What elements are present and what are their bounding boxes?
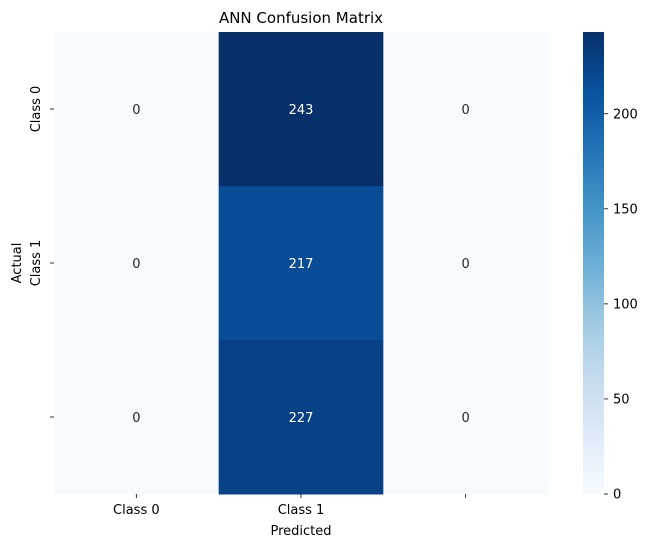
- y-tick-label-1: Class 1: [29, 240, 44, 287]
- x-tick-label-1: Class 1: [278, 503, 325, 518]
- heatmap-cell-labels: 0 243 0 0 217 0 0 227 0: [132, 103, 470, 426]
- colorbar-tick-label-3: 150: [613, 202, 638, 217]
- y-axis-label: Actual: [10, 243, 25, 284]
- heatmap-cell-r0-c2: [383, 32, 549, 187]
- cell-value-r2-c0: 0: [132, 411, 140, 426]
- cell-value-r0-c0: 0: [132, 103, 140, 118]
- colorbar-tick-label-4: 200: [613, 107, 638, 122]
- heatmap-cell-r1-c1: [218, 186, 384, 341]
- colorbar-tick-label-1: 50: [613, 392, 630, 407]
- colorbar-axis: 0 50 100 150 200: [604, 107, 638, 503]
- cell-value-r1-c2: 0: [462, 257, 470, 272]
- heatmap-cell-r1-c2: [383, 186, 549, 341]
- x-axis: Class 0 Class 1: [113, 494, 467, 518]
- heatmap-cell-r2-c0: [54, 340, 220, 495]
- heatmap-cell-r1-c0: [54, 186, 220, 341]
- cell-value-r2-c1: 227: [289, 411, 314, 426]
- cell-value-r0-c1: 243: [289, 103, 314, 118]
- chart-title: ANN Confusion Matrix: [219, 9, 383, 27]
- cell-value-r2-c2: 0: [462, 411, 470, 426]
- heatmap-cell-r0-c0: [54, 32, 220, 187]
- y-axis: Class 0 Class 1: [29, 86, 54, 418]
- heatmap-cell-r2-c2: [383, 340, 549, 495]
- heatmap-cell-r0-c1: [218, 32, 384, 187]
- x-axis-label: Predicted: [270, 524, 331, 539]
- cell-value-r1-c0: 0: [132, 257, 140, 272]
- x-tick-label-0: Class 0: [113, 503, 160, 518]
- y-tick-label-0: Class 0: [29, 86, 44, 133]
- cell-value-r1-c1: 217: [289, 257, 314, 272]
- colorbar-tick-label-2: 100: [613, 297, 638, 312]
- colorbar: [583, 32, 604, 494]
- heatmap-cell-r2-c1: [218, 340, 384, 495]
- colorbar-tick-label-0: 0: [613, 488, 621, 503]
- cell-value-r0-c2: 0: [462, 103, 470, 118]
- heatmap-cells: [54, 32, 549, 495]
